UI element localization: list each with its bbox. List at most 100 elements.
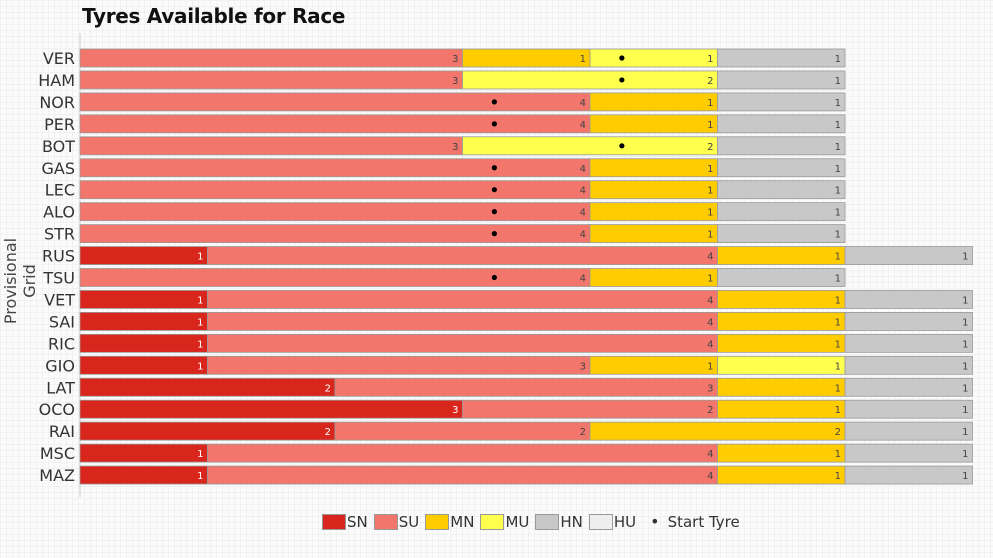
driver-label: BOT (42, 137, 75, 156)
driver-label: STR (44, 225, 75, 244)
segment-count-label: 3 (452, 54, 458, 65)
bar-segment-su (79, 202, 591, 222)
bar-segment-su (79, 158, 591, 178)
segment-count-label: 1 (835, 142, 841, 153)
bar-segment-hn (717, 202, 846, 222)
bar-segment-mn (589, 92, 718, 112)
bar-segment-su (462, 399, 718, 419)
bar-segment-hn (717, 48, 846, 68)
driver-label: ALO (43, 203, 75, 222)
legend-label-start-tyre: Start Tyre (667, 512, 740, 531)
segment-count-label: 1 (197, 252, 203, 263)
legend-item-sn: SN (322, 513, 368, 531)
bar-segment-su (207, 311, 718, 331)
start-tyre-marker (491, 165, 497, 171)
segment-count-label: 1 (197, 471, 203, 482)
segment-count-label: 1 (197, 449, 203, 460)
bar-segment-mn (589, 158, 718, 178)
segment-count-label: 3 (452, 405, 458, 416)
bar-segment-sn (79, 399, 463, 419)
bar-segment-hn (844, 377, 973, 397)
segment-count-label: 1 (707, 274, 713, 285)
bar-segment-hn (717, 224, 846, 244)
driver-label: HAM (38, 71, 75, 90)
segment-count-label: 1 (707, 208, 713, 219)
bar-segment-mu (589, 48, 718, 68)
segment-count-label: 4 (580, 274, 586, 285)
segment-count-label: 1 (962, 471, 968, 482)
start-tyre-marker (491, 121, 497, 127)
segment-count-label: 1 (835, 98, 841, 109)
bar-segment-sn (79, 333, 208, 353)
legend-swatch-sn (322, 513, 346, 530)
bar-segment-su (207, 246, 718, 265)
segment-count-label: 2 (707, 405, 713, 416)
segment-count-label: 1 (835, 164, 841, 175)
bar-segment-su (79, 114, 591, 134)
bar-segment-hn (717, 114, 846, 134)
segment-count-label: 3 (707, 383, 713, 394)
segment-count-label: 1 (962, 361, 968, 372)
bar-segment-hn (844, 246, 973, 265)
bar-segment-su (334, 421, 591, 441)
bar-segment-mn (717, 377, 846, 397)
segment-count-label: 4 (707, 339, 713, 350)
driver-label: MAZ (39, 466, 75, 485)
segment-count-label: 4 (580, 230, 586, 241)
segment-count-label: 3 (580, 361, 586, 372)
start-tyre-marker (491, 99, 497, 105)
bar-segment-mn (462, 48, 591, 68)
bar-segment-mn (717, 246, 846, 265)
bar-segment-su (207, 443, 718, 463)
bar-segment-hn (844, 399, 973, 419)
bar-segment-mn (589, 180, 718, 200)
segment-count-label: 4 (580, 164, 586, 175)
segment-count-label: 1 (962, 427, 968, 438)
bar-segment-mn (589, 202, 718, 222)
segment-count-label: 1 (835, 274, 841, 285)
driver-label: NOR (39, 93, 75, 112)
driver-label: MSC (40, 444, 75, 463)
legend-swatch-mu (480, 513, 505, 530)
segment-count-label: 1 (707, 230, 713, 241)
start-tyre-dot-icon: • (650, 512, 660, 531)
driver-label: RUS (42, 247, 75, 266)
driver-label: GAS (42, 159, 76, 178)
bar-segment-hn (844, 443, 973, 463)
bar-segment-hn (844, 465, 973, 485)
legend-swatch-mn (425, 513, 450, 530)
segment-count-label: 2 (835, 427, 841, 438)
bar-segment-mn (717, 290, 846, 309)
start-tyre-marker (491, 274, 497, 281)
segment-count-label: 4 (707, 295, 713, 306)
bar-segment-sn (79, 421, 336, 441)
legend: SN SU MN MU HN HU • Start Tyre (322, 512, 740, 531)
segment-count-label: 1 (835, 120, 841, 131)
segment-count-label: 4 (707, 252, 713, 263)
segment-count-label: 1 (835, 405, 841, 416)
bar-segment-hn (844, 421, 973, 441)
legend-item-hn: HN (535, 513, 583, 531)
segment-count-label: 1 (835, 208, 841, 219)
segment-count-label: 1 (962, 252, 968, 263)
segment-count-label: 1 (835, 230, 841, 241)
driver-label: LEC (45, 181, 75, 200)
segment-count-label: 1 (835, 54, 841, 65)
bar-segment-mn (717, 311, 846, 331)
segment-count-label: 1 (197, 361, 203, 372)
segment-count-label: 2 (707, 142, 713, 153)
segment-count-label: 1 (707, 54, 713, 65)
legend-label: SU (398, 512, 420, 531)
segment-count-label: 1 (580, 54, 586, 65)
bar-segment-hn (844, 333, 973, 353)
bar-segment-mn (717, 443, 846, 463)
bar-segment-sn (79, 246, 208, 265)
bar-segment-mu (462, 70, 718, 90)
driver-label: VET (44, 290, 75, 309)
segment-count-label: 4 (707, 449, 713, 460)
segment-count-label: 1 (197, 339, 203, 350)
bar-segment-mn (589, 421, 846, 441)
legend-swatch-hu (588, 513, 613, 530)
legend-label: HN (560, 512, 583, 531)
legend-item-hu: HU (588, 513, 636, 531)
